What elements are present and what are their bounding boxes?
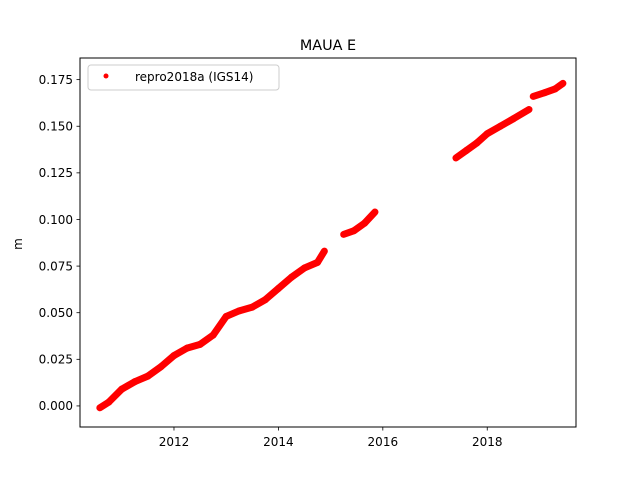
data-band-seg3-6 bbox=[509, 105, 533, 123]
data-band-seg2-3 bbox=[361, 208, 379, 227]
x-tick-label-2018: 2018 bbox=[472, 435, 503, 449]
y-tick-label-0.100: 0.100 bbox=[39, 213, 73, 227]
y-tick-label-0.000: 0.000 bbox=[39, 399, 73, 413]
y-tick-label-0.175: 0.175 bbox=[39, 73, 73, 87]
axis-ticks: 2012 2014 2016 2018 0.000 0.025 0.050 0.075 0.10… bbox=[39, 73, 503, 449]
legend-label: repro2018a (IGS14) bbox=[135, 70, 253, 84]
y-tick-label-0.125: 0.125 bbox=[39, 166, 73, 180]
x-tick-label-2014: 2014 bbox=[263, 435, 294, 449]
legend-box bbox=[87, 64, 280, 91]
data-band-seg4-3 bbox=[551, 79, 567, 93]
x-tick-label-2016: 2016 bbox=[368, 435, 399, 449]
y-tick-label-0.150: 0.150 bbox=[39, 120, 73, 134]
data-band-seg1-18 bbox=[314, 247, 328, 266]
data-points bbox=[96, 79, 567, 412]
y-tick-label-0.075: 0.075 bbox=[39, 259, 73, 273]
x-tick-label-2012: 2012 bbox=[159, 435, 190, 449]
legend: repro2018a (IGS14) bbox=[87, 64, 280, 91]
plot-frame bbox=[79, 57, 577, 428]
y-tick-label-0.025: 0.025 bbox=[39, 353, 73, 367]
data-band-seg1-10 bbox=[209, 312, 230, 339]
y-tick-label-0.050: 0.050 bbox=[39, 306, 73, 320]
chart-title: MAUA E bbox=[300, 38, 356, 54]
y-axis-label: m bbox=[11, 238, 25, 250]
legend-marker bbox=[103, 73, 109, 79]
